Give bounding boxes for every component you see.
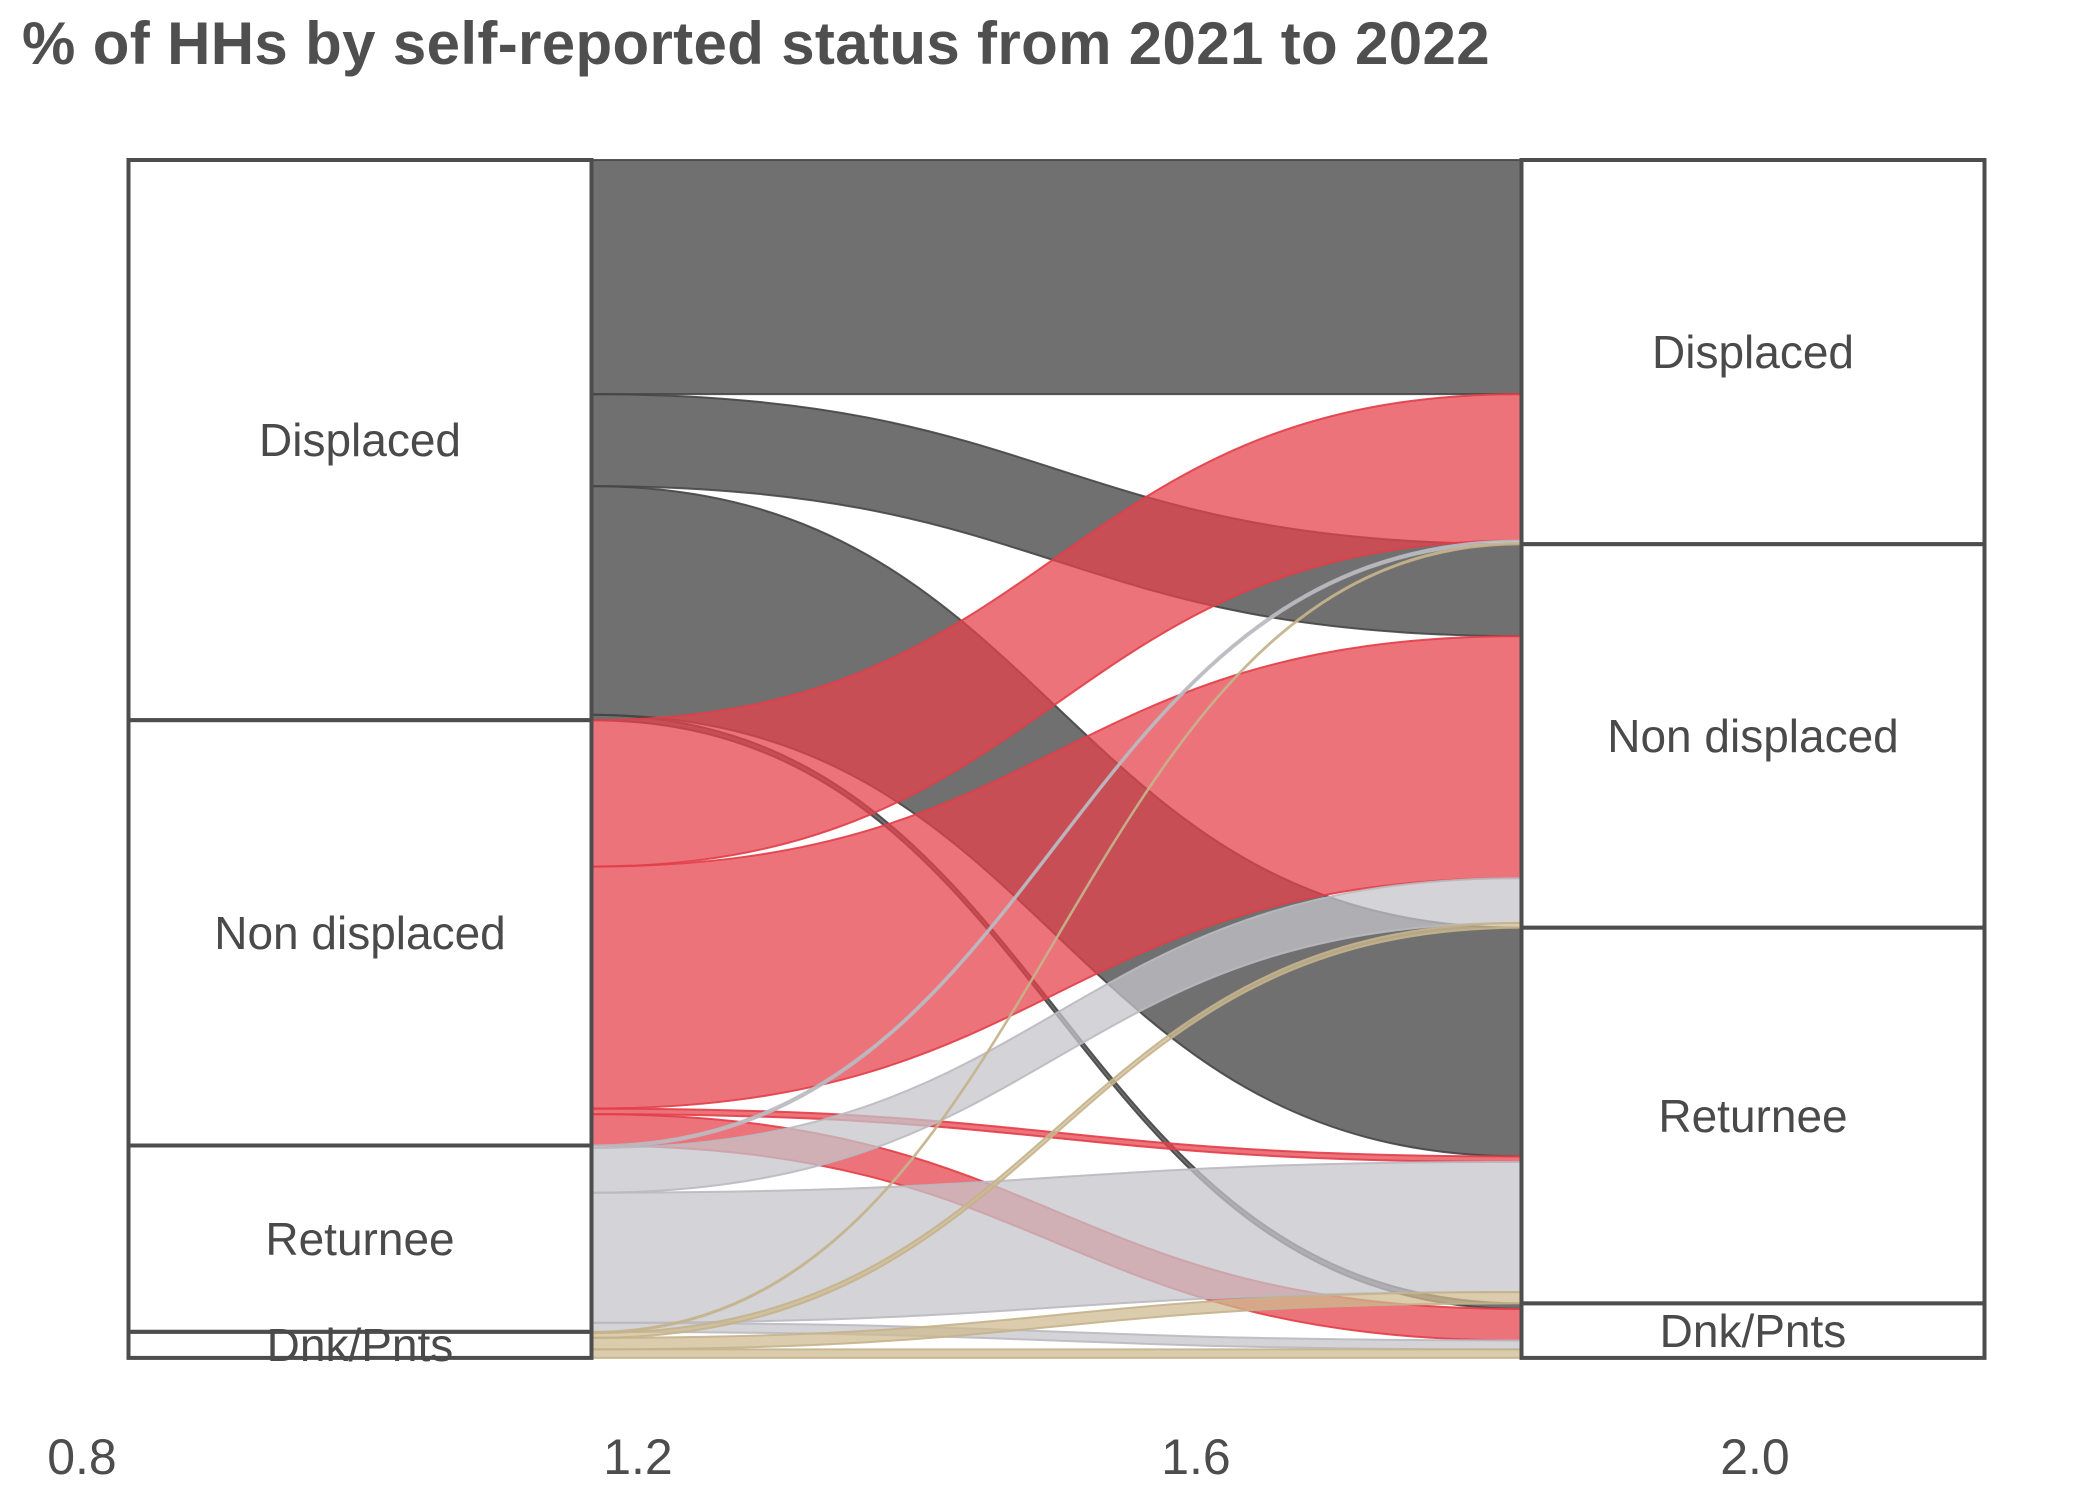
svg-text:2.0: 2.0 bbox=[1720, 1429, 1790, 1485]
svg-text:Non displaced: Non displaced bbox=[1607, 710, 1899, 762]
svg-text:Dnk/Pnts: Dnk/Pnts bbox=[267, 1319, 454, 1371]
svg-text:Returnee: Returnee bbox=[1658, 1090, 1847, 1142]
svg-text:Dnk/Pnts: Dnk/Pnts bbox=[1660, 1305, 1847, 1357]
svg-text:Returnee: Returnee bbox=[265, 1213, 454, 1265]
svg-text:1.2: 1.2 bbox=[603, 1429, 673, 1485]
svg-text:Non displaced: Non displaced bbox=[214, 907, 506, 959]
svg-text:Displaced: Displaced bbox=[1652, 326, 1854, 378]
svg-text:1.6: 1.6 bbox=[1161, 1429, 1231, 1485]
svg-text:Displaced: Displaced bbox=[259, 414, 461, 466]
svg-text:0.8: 0.8 bbox=[47, 1429, 117, 1485]
svg-text:% of HHs by self-reported stat: % of HHs by self-reported status from 20… bbox=[22, 10, 1490, 77]
